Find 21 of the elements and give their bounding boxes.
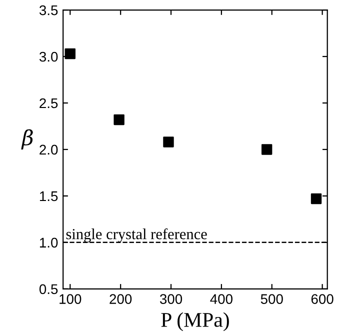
x-axis-title: P (MPa) xyxy=(161,312,229,332)
y-tick-label: 3.5 xyxy=(39,5,58,16)
y-tick-label: 1.0 xyxy=(40,238,58,248)
point xyxy=(114,114,124,126)
point xyxy=(310,193,322,204)
y-tick-label: 2.5 xyxy=(40,98,58,108)
y-tick-label: 1.5 xyxy=(40,191,58,202)
ref-line-label: single crystal reference xyxy=(66,228,207,242)
y-tick-label: 0.5 xyxy=(39,284,58,294)
x-tick-label: 500 xyxy=(260,294,283,304)
x-tick-label: 300 xyxy=(160,294,182,304)
x-tick-label: 600 xyxy=(311,294,334,304)
x-tick-label: 100 xyxy=(60,294,82,304)
x-tick-label: 400 xyxy=(210,294,232,304)
point xyxy=(261,144,272,155)
point xyxy=(163,136,174,148)
y-tick-label: 2.0 xyxy=(40,144,58,155)
x-tick-label: 200 xyxy=(110,294,132,304)
y-tick-label: 3.0 xyxy=(39,52,58,62)
point xyxy=(64,48,76,60)
y-axis-title: β xyxy=(21,129,33,150)
